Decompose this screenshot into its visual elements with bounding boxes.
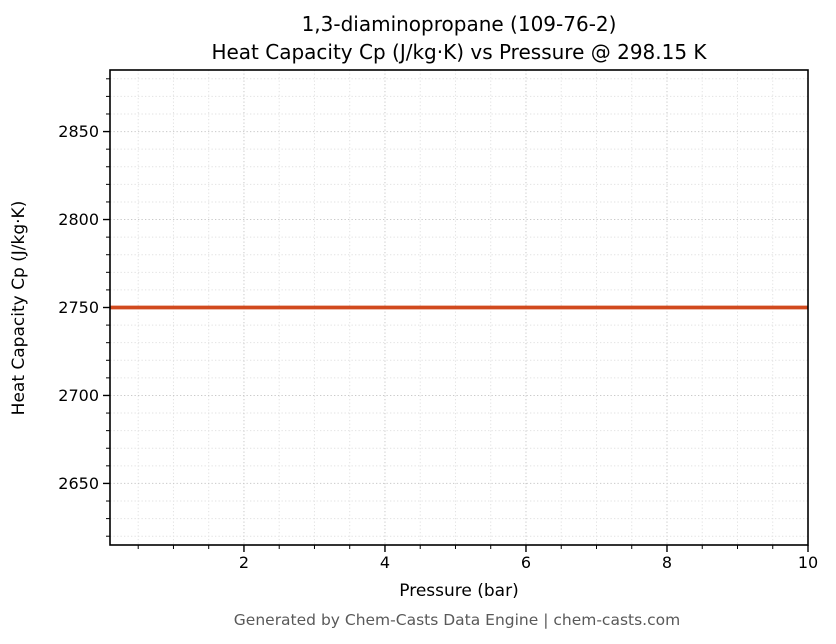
x-tick-label: 10 (798, 553, 818, 572)
axis-layer: 2 4 6 8 10 2650 2700 2750 2800 2850 (58, 69, 818, 572)
footer-credit: Generated by Chem-Casts Data Engine | ch… (234, 611, 680, 629)
x-tick-label: 2 (239, 553, 249, 572)
y-tick-label: 2800 (58, 210, 99, 229)
x-tick-label: 8 (662, 553, 672, 572)
x-axis-label: Pressure (bar) (399, 581, 518, 601)
y-tick-label: 2700 (58, 386, 99, 405)
y-tick-label: 2850 (58, 122, 99, 141)
chart-title-line1: 1,3-diaminopropane (109-76-2) (302, 12, 617, 36)
x-tick-label: 6 (521, 553, 531, 572)
plot-border (109, 69, 809, 546)
y-tick-label: 2650 (58, 474, 99, 493)
y-tick-label: 2750 (58, 298, 99, 317)
chart-title-line2: Heat Capacity Cp (J/kg·K) vs Pressure @ … (211, 40, 707, 64)
y-axis-label: Heat Capacity Cp (J/kg·K) (9, 201, 29, 416)
x-tick-label: 4 (380, 553, 390, 572)
